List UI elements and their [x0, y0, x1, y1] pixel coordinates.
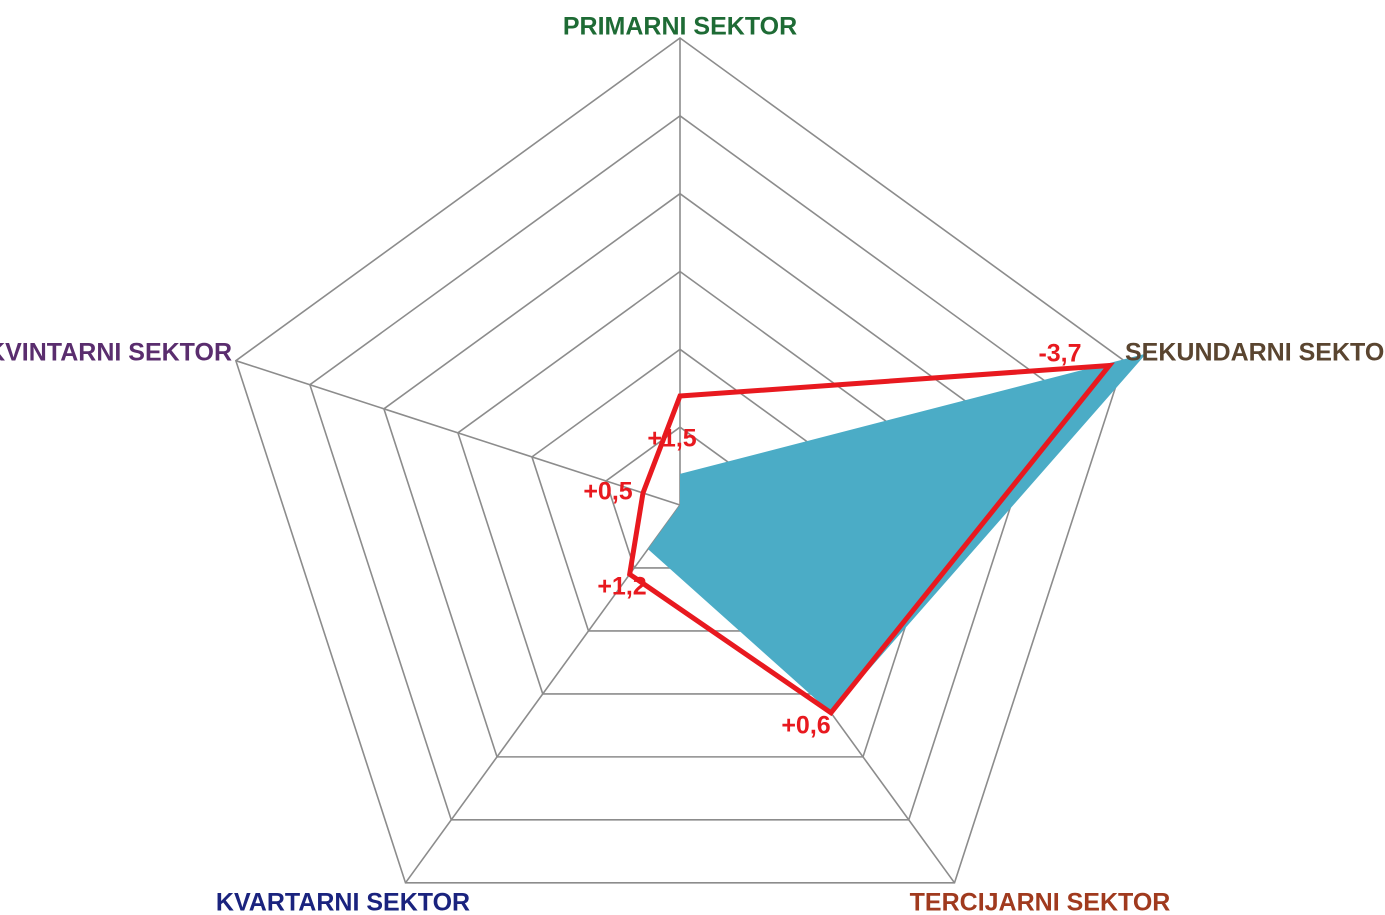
data-label: +1,2	[597, 573, 646, 601]
series-outline	[626, 362, 1115, 717]
category-label: TERCIJARNI SEKTOR	[910, 889, 1171, 915]
series-area	[647, 353, 1147, 713]
category-labels: PRIMARNI SEKTOR SEKUNDARNI SEKTOR TERCIJAR…	[0, 13, 1385, 915]
category-label: SEKUNDARNI SEKTOR	[1125, 339, 1385, 367]
data-label: +1,5	[647, 425, 696, 453]
grid-ring	[531, 348, 829, 632]
grid-ring	[382, 192, 978, 758]
grid-ring	[456, 270, 904, 695]
grid-ring	[308, 114, 1052, 821]
category-label: PRIMARNI SEKTOR	[563, 13, 797, 41]
data-labels: +1,5 -3,7 +0,6 +1,2 +0,5	[583, 340, 1081, 740]
data-label: +0,5	[583, 478, 632, 506]
data-label: -3,7	[1038, 340, 1081, 368]
grid-ring	[234, 37, 1126, 884]
grid-spoke	[235, 359, 681, 506]
radar-series	[626, 353, 1147, 717]
category-label: KVINTARNI SEKTOR	[0, 339, 232, 367]
grid-spoke	[404, 504, 681, 884]
data-label: +0,6	[781, 712, 830, 740]
category-label: KVARTARNI SEKTOR	[216, 889, 470, 915]
